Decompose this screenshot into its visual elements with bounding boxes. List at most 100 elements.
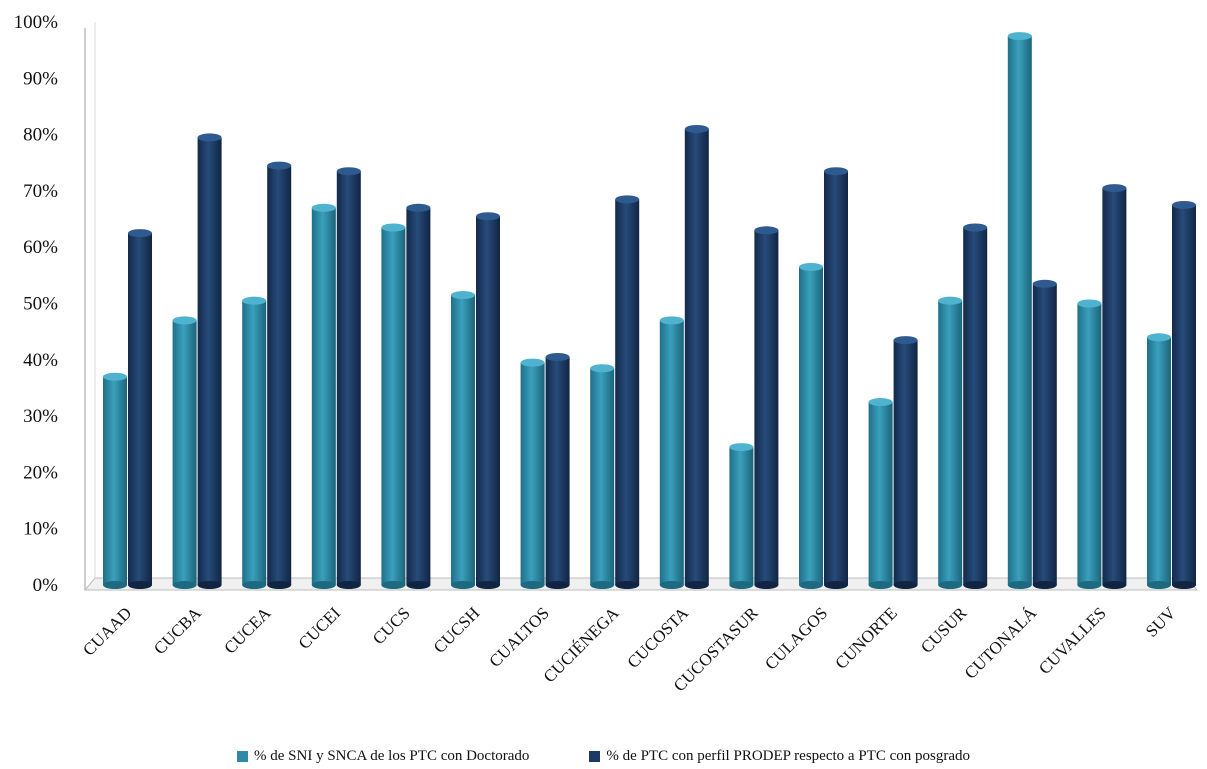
bar	[729, 443, 754, 589]
bar	[684, 124, 709, 589]
bar-cap	[1077, 299, 1102, 308]
x-tick-label: SUV	[1142, 603, 1180, 641]
bar	[267, 161, 292, 589]
bar-cap	[451, 291, 475, 300]
bar-cap	[476, 212, 500, 221]
legend-item-series-0: % de SNI y SNCA de los PTC con Doctorado	[237, 748, 529, 765]
bar-base	[1147, 581, 1171, 589]
bar-base	[684, 581, 709, 589]
x-tick-label: CULAGOS	[761, 603, 831, 673]
bar-base	[824, 581, 848, 589]
bar	[868, 398, 893, 589]
bar-cap	[128, 229, 152, 238]
y-tick-label: 70%	[23, 181, 58, 202]
bar-cap	[754, 226, 779, 235]
bar	[893, 336, 918, 589]
bar-cap	[799, 262, 823, 271]
bar-body	[242, 300, 267, 585]
bar-body	[1032, 283, 1057, 585]
x-tick-label: CUCBA	[150, 603, 205, 658]
bar-base	[729, 581, 754, 589]
bar-body	[963, 227, 988, 585]
bar-base	[615, 581, 640, 589]
y-tick-label: 40%	[23, 350, 58, 371]
bar	[545, 352, 570, 589]
bar-cap	[197, 133, 222, 142]
bar-body	[1077, 303, 1102, 585]
bar-cap	[590, 364, 615, 373]
x-tick-label: CUCSH	[430, 603, 484, 657]
bar-base	[1077, 581, 1102, 589]
bar-cap	[963, 223, 988, 232]
bar-base	[381, 581, 406, 589]
bar-body	[729, 447, 754, 585]
bar-body	[520, 362, 545, 585]
bar	[451, 291, 475, 589]
bar-body	[267, 165, 292, 585]
bar-cap	[1172, 200, 1196, 209]
bar-body	[590, 368, 615, 585]
y-tick-labels: 0% 10% 20% 30% 40% 50% 60% 70% 80% 90% 100%	[14, 12, 59, 596]
x-tick-label: CUSUR	[917, 603, 971, 657]
bar-base	[242, 581, 267, 589]
bar-body	[1007, 36, 1032, 585]
bar-base	[754, 581, 779, 589]
bar-base	[336, 581, 361, 589]
legend-label-series-0: % de SNI y SNCA de los PTC con Doctorado	[254, 748, 530, 764]
bar-cap	[545, 352, 570, 361]
bar	[406, 203, 431, 589]
bar	[1032, 279, 1057, 589]
bar-cap	[406, 203, 431, 212]
bar-cap	[103, 372, 127, 381]
bar-base	[545, 581, 570, 589]
bar-body	[1102, 188, 1127, 585]
bar	[128, 229, 152, 589]
bar-base	[267, 581, 292, 589]
bar-cap	[520, 358, 545, 367]
bar	[615, 195, 640, 589]
bar-body	[684, 128, 709, 585]
legend: % de SNI y SNCA de los PTC con Doctorado…	[0, 748, 1207, 765]
bar	[799, 262, 823, 589]
bar-body	[381, 227, 406, 585]
bar-cap	[684, 124, 709, 133]
bar-cap	[659, 316, 684, 325]
bar-cap	[336, 167, 361, 176]
bar	[1077, 299, 1102, 589]
bar-base	[1007, 581, 1032, 589]
bar-cap	[868, 398, 893, 407]
bar-base	[1102, 581, 1127, 589]
bar-body	[1147, 337, 1171, 585]
bar-base	[868, 581, 893, 589]
bar-cap	[824, 167, 848, 176]
bar-cap	[729, 443, 754, 452]
bar-base	[311, 581, 336, 589]
chart-svg: 0%10%20%30%40%50%60%70%80%90%100% CUAAD C…	[14, 12, 1199, 695]
bar	[1102, 184, 1127, 589]
bar	[1007, 32, 1032, 589]
y-tick-label: 10%	[23, 519, 58, 540]
bar	[476, 212, 500, 589]
bar	[963, 223, 988, 589]
bar-base	[103, 581, 127, 589]
bar-body	[545, 356, 570, 585]
bar-base	[128, 581, 152, 589]
bar	[520, 358, 545, 589]
x-tick-label: CUCEI	[295, 603, 345, 653]
bar-cap	[1032, 279, 1057, 288]
bar-base	[963, 581, 988, 589]
x-tick-label: CUCEA	[220, 603, 275, 658]
x-tick-label: CUVALLES	[1035, 603, 1110, 678]
bar-body	[868, 402, 893, 585]
bar	[197, 133, 222, 589]
bar-base	[197, 581, 222, 589]
bar	[824, 167, 848, 589]
bar	[938, 296, 963, 589]
y-tick-label: 60%	[23, 237, 58, 258]
bar-body	[476, 216, 500, 586]
bar-body	[336, 171, 361, 585]
bar-cap	[938, 296, 963, 305]
bar	[242, 296, 267, 589]
legend-swatch-series-0	[237, 751, 249, 762]
bar-body	[893, 340, 918, 585]
